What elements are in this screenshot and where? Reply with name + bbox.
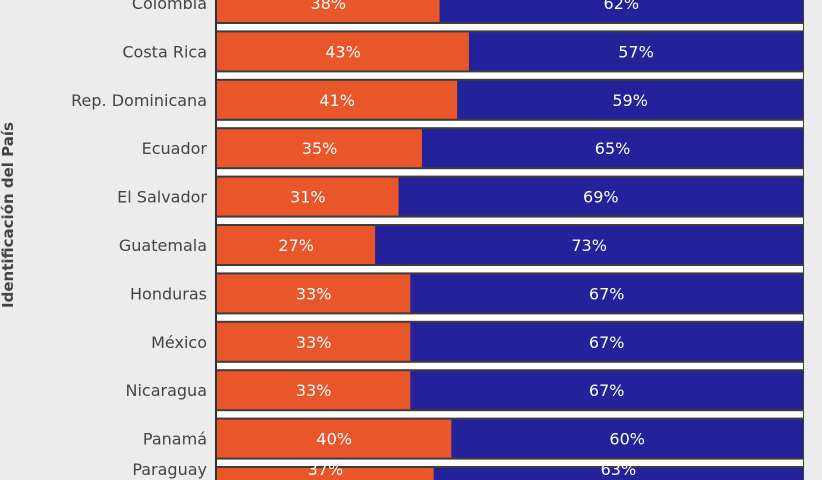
bar-label: 67% xyxy=(589,284,625,303)
bar-segment xyxy=(375,226,803,264)
bar-label: 27% xyxy=(278,236,314,255)
bar-label: 33% xyxy=(296,381,332,400)
bar-segment xyxy=(451,419,803,458)
category-label: Guatemala xyxy=(119,236,207,255)
bar-segment xyxy=(217,468,434,480)
bar-segment xyxy=(439,0,803,22)
bar-segment xyxy=(468,32,803,71)
bar-segment xyxy=(217,226,376,264)
bar-label: 59% xyxy=(612,91,648,110)
bar-segment xyxy=(410,371,803,410)
bar-label: 67% xyxy=(589,381,625,400)
category-label: Paraguay xyxy=(132,460,207,479)
category-label: Colombia xyxy=(132,0,207,13)
y-axis-title: Identificación del País xyxy=(0,122,17,308)
bar-label: 69% xyxy=(583,188,619,207)
bar-label: 40% xyxy=(316,430,352,449)
bar-label: 60% xyxy=(609,430,645,449)
bar-segment xyxy=(217,177,399,216)
category-label: El Salvador xyxy=(117,188,207,207)
bar-label: 62% xyxy=(604,0,640,13)
bar-segment xyxy=(217,274,411,313)
bar-segment xyxy=(217,32,469,71)
row-separator xyxy=(217,459,803,466)
bar-segment xyxy=(433,468,803,480)
bar-segment xyxy=(410,274,803,313)
bar-segment xyxy=(398,177,803,216)
row-separator xyxy=(217,120,803,128)
category-label: Honduras xyxy=(130,284,207,303)
row-separator xyxy=(217,72,803,79)
bar-label: 37% xyxy=(308,460,344,479)
bar-label: 63% xyxy=(601,460,637,479)
category-label: Rep. Dominicana xyxy=(71,91,207,110)
row-separator xyxy=(217,266,803,273)
bar-segment xyxy=(217,419,452,458)
bar-segment xyxy=(217,322,411,361)
bar-label: 43% xyxy=(325,42,361,61)
bar-label: 67% xyxy=(589,333,625,352)
bar-label: 65% xyxy=(595,139,631,158)
bar-segment xyxy=(422,129,803,168)
bar-label: 41% xyxy=(319,91,355,110)
bar-segment xyxy=(217,371,411,410)
bar-label: 73% xyxy=(571,236,607,255)
bar-segment xyxy=(217,129,423,168)
row-separator xyxy=(217,362,803,370)
bar-label: 38% xyxy=(311,0,347,13)
bar-segment xyxy=(217,80,458,119)
bar-segment xyxy=(217,0,440,22)
bar-label: 57% xyxy=(618,42,654,61)
row-separator xyxy=(217,24,803,31)
bar-label: 35% xyxy=(302,139,338,158)
row-separator xyxy=(217,411,803,418)
bar-label: 33% xyxy=(296,284,332,303)
bar-label: 31% xyxy=(290,188,326,207)
bar-label: 33% xyxy=(296,333,332,352)
row-separator xyxy=(217,314,803,321)
category-label: Costa Rica xyxy=(122,42,207,61)
category-label: Ecuador xyxy=(142,139,208,158)
row-separator xyxy=(217,217,803,224)
row-separator xyxy=(217,169,803,176)
category-label: Panamá xyxy=(143,430,207,449)
bar-segment xyxy=(457,80,803,119)
category-label: Nicaragua xyxy=(126,381,208,400)
bar-segment xyxy=(410,322,803,361)
category-label: México xyxy=(151,333,207,352)
